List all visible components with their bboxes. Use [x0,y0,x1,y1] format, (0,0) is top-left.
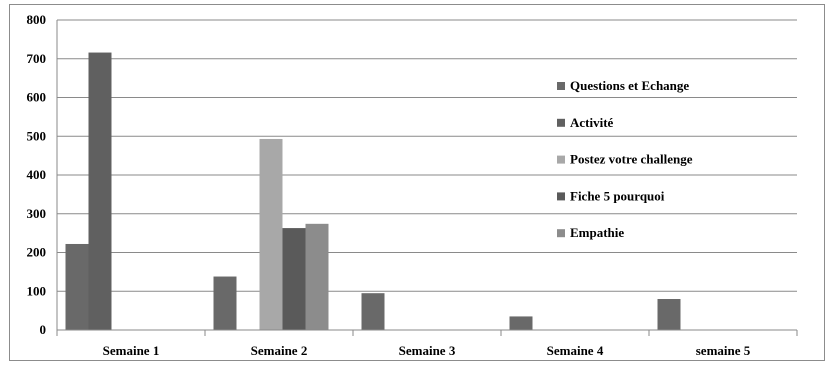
x-tick-label: Semaine 1 [103,343,160,358]
y-tick-label: 100 [27,283,47,298]
x-tick-label: Semaine 4 [547,343,604,358]
y-tick-label: 600 [27,90,47,105]
chart-frame [9,4,825,361]
x-tick-label: Semaine 2 [251,343,308,358]
bar [361,293,385,330]
bar [282,228,306,330]
y-tick-label: 500 [27,128,47,143]
x-axis-ticks: Semaine 1 Semaine 2 Semaine 3 Semaine 4 sema… [103,343,751,358]
bar [305,223,329,330]
legend-swatch [557,192,565,201]
bar [509,316,533,330]
bar [259,138,283,330]
legend: Questions et Echange Activité Postez votre… [557,78,693,240]
legend-label: Postez votre challenge [570,152,693,167]
y-axis-ticks: 0 100 200 300 400 500 600 700 800 [27,12,47,337]
legend-label: Questions et Echange [570,78,689,93]
legend-swatch [557,229,565,238]
legend-swatch [557,155,565,164]
legend-label: Fiche 5 pourquoi [570,188,665,203]
bar [657,299,681,330]
legend-label: Empathie [570,225,624,240]
bar [213,276,237,330]
gridlines [57,19,797,292]
legend-swatch [557,118,565,127]
legend-swatch [557,82,565,90]
legend-label: Activité [570,115,614,130]
x-axis [56,20,798,336]
y-tick-label: 300 [27,206,47,221]
bar [65,243,89,330]
y-tick-label: 200 [27,245,47,260]
bars [65,52,681,331]
y-tick-label: 0 [40,322,47,337]
y-tick-label: 700 [27,51,47,66]
bar [88,52,112,331]
x-tick-label: semaine 5 [696,343,751,358]
x-tick-label: Semaine 3 [399,343,456,358]
y-tick-label: 400 [27,167,47,182]
y-tick-label: 800 [27,12,47,27]
